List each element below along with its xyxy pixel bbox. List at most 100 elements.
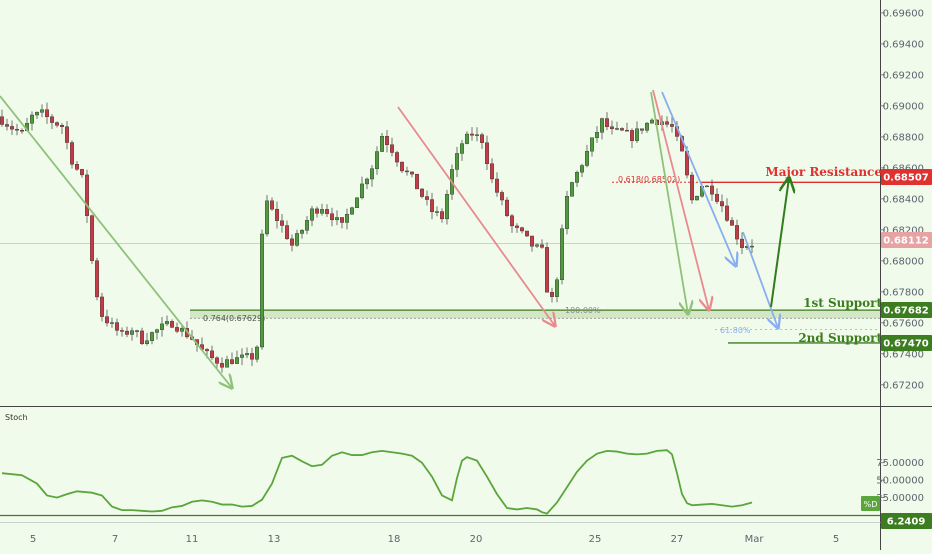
price-tag-bg [881,335,932,351]
candle [164,315,169,327]
candle-body [735,225,740,240]
candle [435,206,440,217]
x-tick-label: 11 [186,534,199,545]
candle-body [340,217,345,223]
price-tag-label: 0.68507 [883,173,929,184]
candle [144,332,149,346]
stoch-y-tick-label: 25.00000 [876,493,924,504]
candle-body [375,151,380,169]
candle [445,189,450,225]
candle-body [490,163,495,180]
candle-body [60,125,65,127]
candle-body [325,209,330,214]
candle-body [69,142,74,165]
candle [405,166,410,176]
candle [139,327,144,345]
price-tag-bg [881,169,932,185]
candle [134,329,139,338]
candle-body [370,168,375,180]
price-y-tick-label: 0.68400 [883,194,924,205]
candle-body [630,130,635,141]
candle [720,194,725,213]
candle-body [625,129,630,132]
candle [305,215,310,235]
current-price-tag: 0.68112 [881,232,932,248]
candle [670,116,675,133]
candle-body [104,316,109,324]
x-ticks: 5 7 11 13 18 20 25 27 Mar 5 [30,534,839,545]
arrows [0,89,789,388]
candle [415,173,420,190]
candle-body [435,211,440,213]
candle-body [305,220,310,231]
candle [99,292,104,322]
candle-body [465,133,470,144]
price-tag-bg [881,302,932,318]
candle [505,196,510,218]
candle-body [134,330,139,332]
candle-body [4,124,9,127]
candle [585,144,590,168]
candle-body [20,130,25,132]
second-support-tag: 0.67470 [881,335,932,351]
candle-body [355,197,360,209]
candle-body [505,199,510,216]
candle [55,121,60,128]
candle-body [415,173,420,190]
candle [254,345,259,363]
stoch-d-line [1,449,753,515]
price-y-ticks: 0.69600 0.69400 0.69200 0.69000 0.68800 0.686… [880,8,924,391]
candle-body [710,185,715,195]
candle [695,195,700,201]
candle [615,121,620,131]
price-y-tick-label: 0.69600 [883,8,924,19]
price-tag-label: 0.68112 [883,236,929,247]
price-y-tick-label: 0.67400 [883,349,924,360]
price-y-tick-label: 0.69400 [883,39,924,50]
candle-body [510,215,515,227]
price-y-tick-label: 0.67200 [883,380,924,391]
candle [265,195,270,237]
candle [40,104,45,118]
candle [50,114,55,130]
candle [270,197,275,211]
candle [350,206,355,215]
candle [365,177,370,190]
candle [0,109,4,127]
candle [490,158,495,184]
stoch-title: Stoch [5,413,28,422]
candle-body [260,233,265,348]
candle-body [555,279,560,297]
candle [149,331,154,345]
candle-body [149,332,154,341]
candle [4,118,9,131]
candle [35,111,40,119]
candle [395,150,400,167]
candle-body [154,329,159,333]
candle [45,102,50,124]
candle-body [345,213,350,223]
candle [174,322,179,334]
stoch-series-label: %D [864,500,878,509]
candle-body [500,192,505,201]
support-zone [190,309,880,319]
first-support-label: 1st Support [803,296,882,310]
candle [410,171,415,178]
major-resistance-label: Major Resistance [765,165,882,179]
candle [610,120,615,135]
candle-body [740,238,745,248]
candle-body [109,322,114,324]
candle-body [139,330,144,344]
candle [295,229,300,247]
candle-body [515,225,520,228]
candle-body [645,122,650,131]
x-tick-label: 7 [112,534,118,545]
x-tick-label: 5 [833,534,839,545]
candle-body [99,296,104,317]
price-tags: 0.68507 0.68112 0.67682 0.67470 [881,169,932,351]
price-y-tick-label: 0.67800 [883,287,924,298]
candle [635,121,640,143]
x-tick-label: 27 [671,534,684,545]
candle [605,112,610,131]
candle-body [64,126,69,143]
